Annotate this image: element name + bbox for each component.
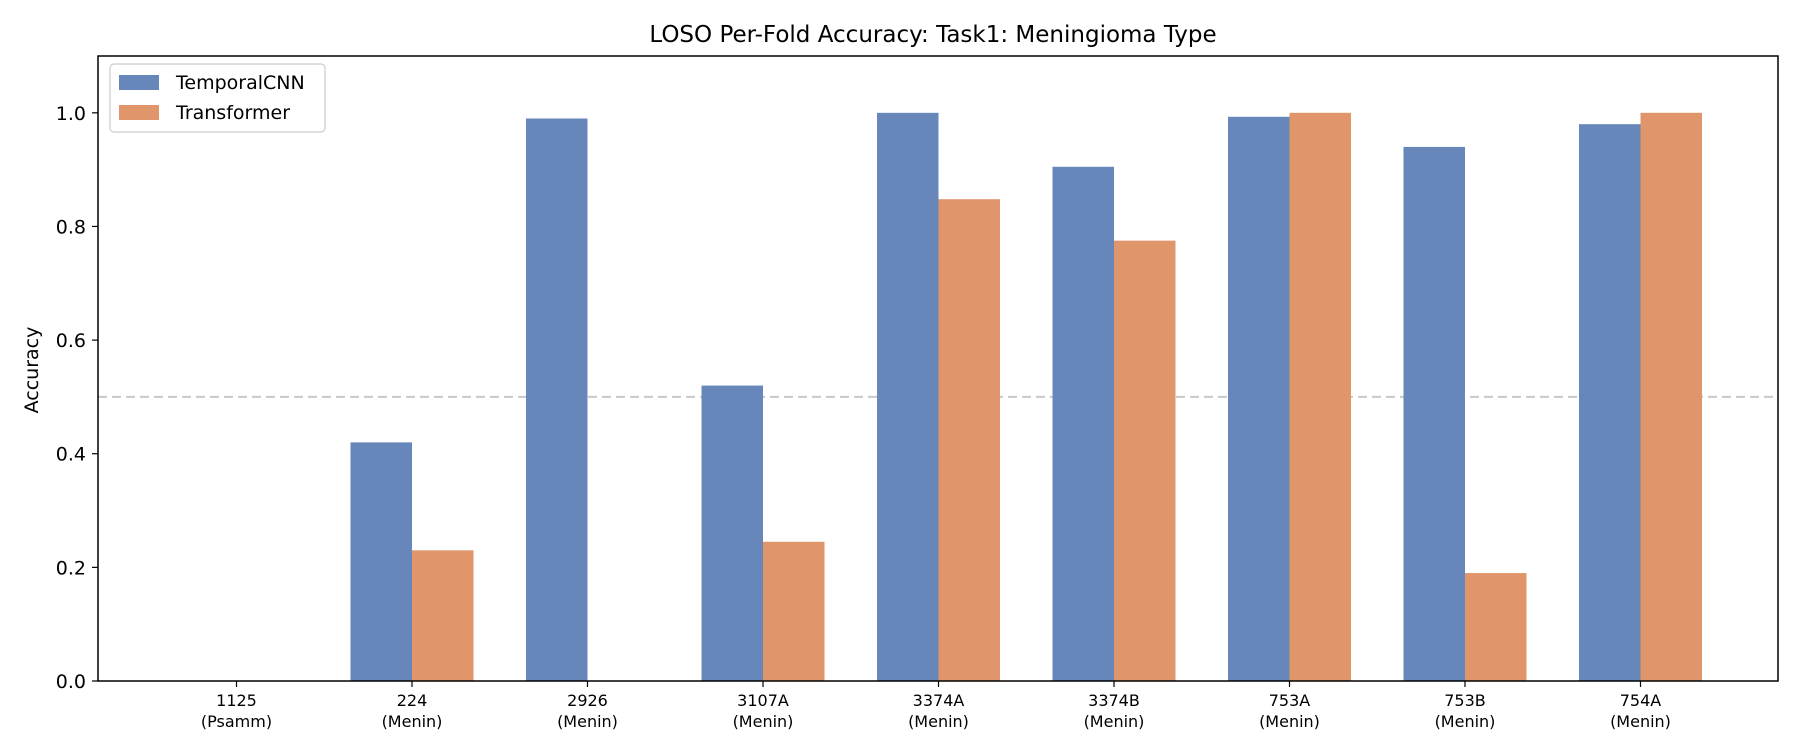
legend: TemporalCNN Transformer [109, 63, 326, 133]
bar-transformer-753b [1465, 573, 1527, 681]
x-tick-label: 754A (Menin) [1610, 691, 1671, 731]
bar-temporalcnn-3374a [877, 112, 939, 682]
bar-temporalcnn-753b [1403, 146, 1465, 682]
x-tick-label: 753B (Menin) [1435, 691, 1496, 731]
y-tick-label: 0.6 [56, 330, 86, 352]
y-tick-label: 0.0 [56, 671, 86, 693]
bar-temporalcnn-3107a [701, 385, 763, 681]
bar-temporalcnn-2926 [526, 118, 588, 681]
bar-transformer-753a [1289, 112, 1351, 682]
plot-area: 0.0 0.2 0.4 0.6 0.8 1.0 1125 (Psamm) 224 (Menin) 2… [56, 55, 1779, 731]
x-tick-label: 3374A (Menin) [908, 691, 969, 731]
bar-temporalcnn-3374b [1052, 166, 1114, 681]
x-tick-label: 3107A (Menin) [733, 691, 794, 731]
y-axis-label: Accuracy [21, 327, 43, 414]
y-tick-label: 0.2 [56, 557, 86, 579]
y-tick-label: 0.8 [56, 216, 86, 238]
chart-title: LOSO Per-Fold Accuracy: Task1: Meningiom… [649, 22, 1216, 48]
bar-transformer-754a [1640, 112, 1702, 682]
x-tick-label: 1125 (Psamm) [201, 691, 272, 731]
x-tick-label: 3374B (Menin) [1084, 691, 1145, 731]
bar-temporalcnn-753a [1228, 116, 1290, 681]
legend-label-transformer: Transformer [175, 102, 290, 124]
y-tick-label: 0.4 [56, 444, 86, 466]
bar-transformer-224 [412, 550, 474, 681]
bar-transformer-3374b [1114, 240, 1176, 681]
y-tick-label: 1.0 [56, 103, 86, 125]
bar-transformer-3374a [938, 199, 1000, 681]
bar-temporalcnn-224 [350, 442, 412, 681]
x-tick-label: 2926 (Menin) [557, 691, 618, 731]
legend-swatch-transformer [119, 105, 159, 120]
x-tick-label: 753A (Menin) [1259, 691, 1320, 731]
legend-swatch-temporalcnn [119, 75, 159, 90]
bar-temporalcnn-754a [1579, 124, 1641, 681]
x-tick-label: 224 (Menin) [382, 691, 443, 731]
legend-label-temporalcnn: TemporalCNN [175, 72, 305, 94]
legend-box [109, 63, 326, 133]
bar-transformer-3107a [763, 541, 825, 681]
